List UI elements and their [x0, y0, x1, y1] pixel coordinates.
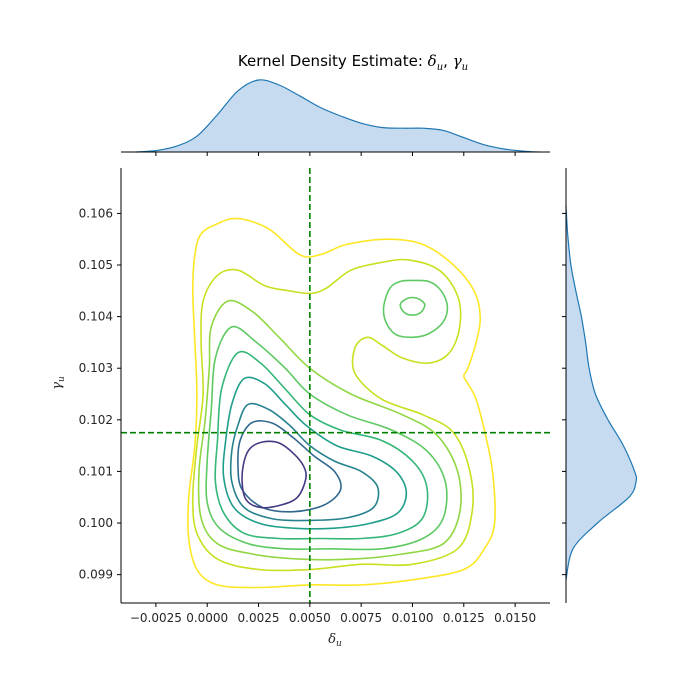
axes: −0.0025 0.0000 0.0025 0.0050 0.0075 0.0100 0.0…: [79, 168, 550, 625]
x-axis-title: δu: [328, 632, 342, 649]
y-axis-title: γu: [50, 376, 67, 390]
y-tick-label: 0.105: [79, 258, 113, 272]
title-sub2: u: [462, 62, 468, 73]
x-tick-label: 0.0125: [443, 611, 485, 625]
x-tick-label: 0.0000: [186, 611, 228, 625]
y-tick-label: 0.099: [79, 568, 113, 582]
contour-level-7: [229, 402, 380, 522]
y-tick-label: 0.104: [79, 310, 113, 324]
marginal-x-fill: [135, 79, 540, 152]
x-tick-label: 0.0050: [289, 611, 331, 625]
title-sub1: u: [437, 62, 443, 73]
contour-level-2: [191, 258, 474, 572]
x-tick-label: 0.0100: [391, 611, 433, 625]
x-tick-label: 0.0150: [494, 611, 536, 625]
marginal-x-curve: [135, 79, 540, 153]
contour-level-5: [214, 350, 429, 540]
y-tick-label: 0.101: [79, 464, 113, 478]
x-axis-var: δ: [328, 632, 336, 647]
y-axis-sub: u: [57, 376, 67, 382]
contour-level-10: [382, 279, 449, 339]
y-tick-label: 0.102: [79, 413, 113, 427]
y-tick-label: 0.106: [79, 206, 113, 220]
contour-level-9: [241, 440, 307, 509]
x-axis-sub: u: [336, 639, 342, 649]
contour-level-6: [222, 376, 408, 530]
x-tick-label: 0.0025: [238, 611, 280, 625]
marginal-y-fill: [566, 205, 637, 580]
title-prefix: Kernel Density Estimate:: [238, 52, 428, 70]
contour-level-4: [205, 325, 448, 551]
contour-level-3: [197, 299, 462, 561]
y-tick-label: 0.100: [79, 516, 113, 530]
chart-title: Kernel Density Estimate: δu, γu: [238, 52, 468, 73]
contour-level-8: [237, 420, 342, 513]
reference-lines: [121, 168, 550, 603]
marginal-y-curve: [565, 205, 638, 580]
title-var1: δ: [428, 52, 437, 70]
contour-level-11: [399, 296, 426, 316]
marginal-x-density: [121, 79, 550, 156]
title-var2: γ: [453, 52, 462, 70]
x-tick-label: 0.0075: [340, 611, 382, 625]
x-tick-label: −0.0025: [130, 611, 182, 625]
marginal-y-density: [562, 168, 638, 603]
y-tick-label: 0.103: [79, 361, 113, 375]
contour-level-1: [187, 217, 496, 589]
y-axis-var: γ: [50, 382, 65, 390]
title-sep: ,: [443, 52, 453, 70]
contour-lines: [187, 217, 496, 589]
